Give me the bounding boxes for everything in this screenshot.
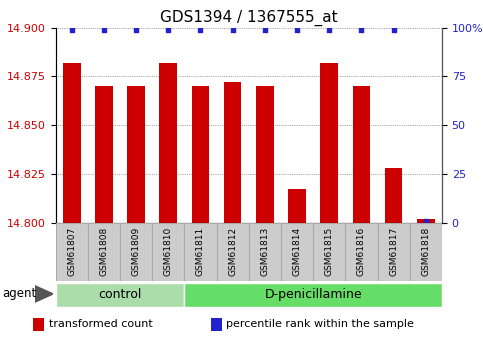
Text: GSM61807: GSM61807 [67, 227, 76, 276]
Text: GSM61809: GSM61809 [131, 227, 141, 276]
Bar [33, 318, 44, 331]
Text: agent: agent [2, 287, 37, 300]
FancyBboxPatch shape [88, 223, 120, 281]
Text: GSM61813: GSM61813 [260, 227, 270, 276]
Polygon shape [35, 286, 53, 302]
Bar [63, 63, 81, 223]
FancyBboxPatch shape [249, 223, 281, 281]
Point [326, 27, 333, 32]
Point [390, 27, 398, 32]
Point [261, 27, 269, 32]
Point [293, 27, 301, 32]
Bar [256, 86, 274, 223]
Text: control: control [98, 288, 142, 301]
FancyBboxPatch shape [56, 223, 88, 281]
FancyBboxPatch shape [152, 223, 185, 281]
Bar [95, 86, 113, 223]
Bar [192, 86, 209, 223]
Bar [224, 82, 242, 223]
Text: GSM61808: GSM61808 [99, 227, 108, 276]
Point [132, 27, 140, 32]
Text: GSM61817: GSM61817 [389, 227, 398, 276]
Text: GSM61812: GSM61812 [228, 227, 237, 276]
Bar [353, 86, 370, 223]
FancyBboxPatch shape [313, 223, 345, 281]
Text: D-penicillamine: D-penicillamine [264, 288, 362, 301]
Text: GSM61818: GSM61818 [421, 227, 430, 276]
Text: GSM61811: GSM61811 [196, 227, 205, 276]
Bar [211, 318, 222, 331]
FancyBboxPatch shape [185, 223, 216, 281]
Point [197, 27, 204, 32]
Point [100, 27, 108, 32]
FancyBboxPatch shape [185, 283, 442, 307]
Point [68, 27, 75, 32]
Text: GSM61815: GSM61815 [325, 227, 334, 276]
Point [422, 218, 430, 223]
Title: GDS1394 / 1367555_at: GDS1394 / 1367555_at [160, 10, 338, 26]
Point [229, 27, 237, 32]
FancyBboxPatch shape [410, 223, 442, 281]
Bar [385, 168, 402, 223]
FancyBboxPatch shape [345, 223, 378, 281]
Text: percentile rank within the sample: percentile rank within the sample [227, 319, 414, 329]
Point [357, 27, 365, 32]
Bar [320, 63, 338, 223]
Text: GSM61816: GSM61816 [357, 227, 366, 276]
FancyBboxPatch shape [56, 283, 185, 307]
Bar [127, 86, 145, 223]
Bar [288, 189, 306, 223]
FancyBboxPatch shape [281, 223, 313, 281]
FancyBboxPatch shape [120, 223, 152, 281]
Text: transformed count: transformed count [49, 319, 152, 329]
Bar [417, 219, 435, 223]
Text: GSM61810: GSM61810 [164, 227, 173, 276]
FancyBboxPatch shape [216, 223, 249, 281]
FancyBboxPatch shape [378, 223, 410, 281]
Point [164, 27, 172, 32]
Bar [159, 63, 177, 223]
Text: GSM61814: GSM61814 [293, 227, 301, 276]
